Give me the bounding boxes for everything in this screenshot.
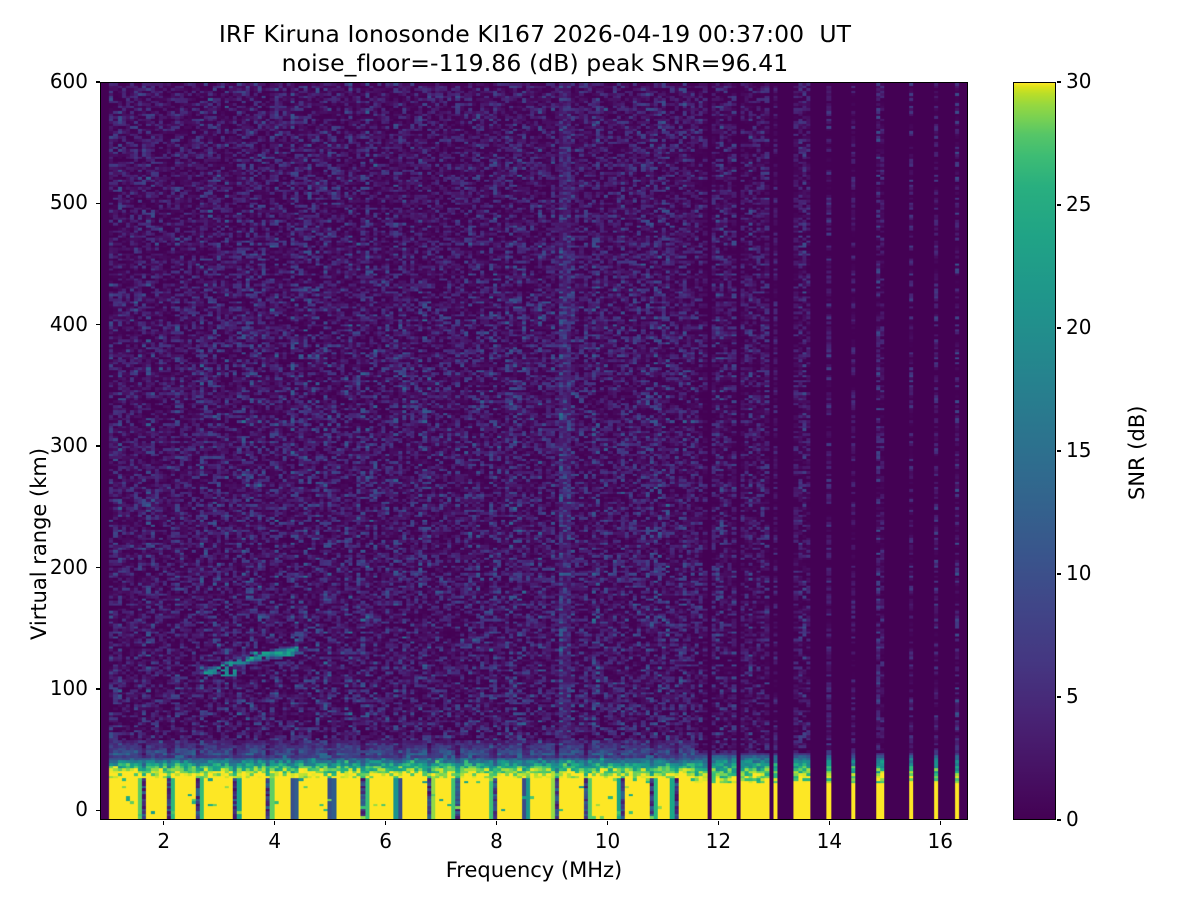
x-tick-mark	[828, 820, 830, 825]
colorbar-label: SNR (dB)	[1125, 405, 1149, 500]
x-tick-mark	[163, 820, 165, 825]
x-tick-label: 6	[379, 829, 392, 853]
colorbar-tick-label: 10	[1066, 561, 1092, 585]
colorbar-tick-mark	[1056, 819, 1061, 821]
y-tick-mark	[95, 202, 100, 205]
y-tick-label: 200	[49, 554, 88, 579]
colorbar-tick-label: 30	[1066, 69, 1092, 93]
x-tick-label: 2	[157, 829, 171, 853]
ionogram-plot-area	[100, 82, 968, 820]
x-tick-label: 10	[594, 829, 621, 853]
y-tick-mark	[95, 688, 100, 690]
x-tick-mark	[274, 820, 276, 825]
ionogram-heatmap	[101, 83, 967, 819]
y-tick-label: 300	[49, 433, 88, 458]
y-tick-mark	[95, 324, 100, 326]
colorbar-tick-label: 5	[1066, 684, 1079, 708]
y-tick-mark	[95, 81, 100, 83]
x-axis-label: Frequency (MHz)	[445, 858, 623, 882]
x-tick-label: 16	[927, 829, 953, 853]
y-axis-label: Virtual range (km)	[27, 447, 51, 640]
y-tick-mark	[95, 445, 100, 447]
y-tick-mark	[95, 566, 100, 569]
x-tick-mark	[606, 820, 609, 825]
x-tick-label: 4	[268, 829, 282, 853]
colorbar-tick-mark	[1056, 450, 1061, 452]
x-tick-mark	[939, 820, 941, 825]
x-tick-mark	[495, 820, 498, 825]
title-line-2: noise_floor=-119.86 (dB) peak SNR=96.41	[281, 48, 789, 77]
y-tick-label: 400	[49, 311, 88, 336]
x-tick-label: 12	[705, 829, 732, 853]
title-line-1: IRF Kiruna Ionosonde KI167 2026-04-19 00…	[218, 20, 852, 48]
figure-title: IRF Kiruna Ionosonde KI167 2026-04-19 00…	[0, 20, 1070, 77]
y-tick-label: 100	[49, 675, 88, 700]
colorbar-tick-label: 0	[1066, 807, 1079, 831]
x-tick-label: 8	[490, 829, 503, 853]
y-tick-label: 0	[75, 797, 88, 822]
colorbar-tick-mark	[1056, 204, 1061, 206]
y-tick-mark	[95, 809, 100, 811]
x-tick-mark	[384, 820, 387, 825]
y-tick-label: 600	[49, 69, 88, 93]
snr-colorbar	[1013, 82, 1056, 820]
x-tick-mark	[717, 820, 720, 825]
colorbar-tick-label: 20	[1066, 315, 1092, 339]
colorbar-tick-label: 15	[1066, 438, 1092, 462]
y-tick-label: 500	[49, 190, 88, 215]
x-tick-label: 14	[816, 829, 843, 853]
colorbar-tick-mark	[1056, 696, 1061, 698]
colorbar-tick-mark	[1056, 573, 1061, 575]
colorbar-tick-mark	[1056, 327, 1061, 329]
colorbar-tick-mark	[1056, 81, 1061, 83]
colorbar-tick-label: 25	[1066, 192, 1092, 216]
